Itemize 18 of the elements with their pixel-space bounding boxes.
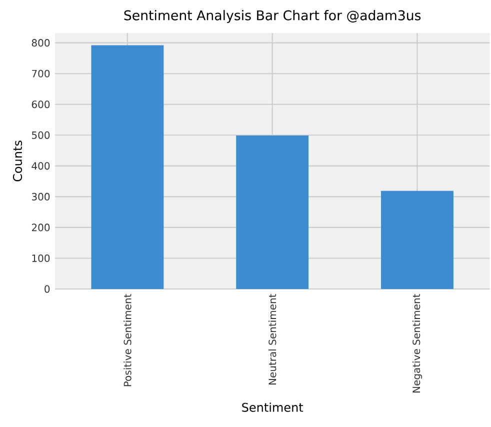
- x-tick-label: Positive Sentiment: [124, 294, 132, 386]
- x-tick-label: Neutral Sentiment: [268, 294, 276, 385]
- y-tick-label: 600: [32, 100, 50, 108]
- x-axis-title: Sentiment: [242, 402, 304, 412]
- y-axis-title: Counts: [12, 140, 22, 182]
- y-tick-label: 300: [32, 192, 50, 200]
- y-tick-label: 100: [32, 254, 50, 262]
- bar: [91, 45, 164, 289]
- x-tick-label: Negative Sentiment: [412, 294, 422, 392]
- bar: [236, 135, 309, 289]
- y-tick-label: 0: [44, 285, 50, 293]
- y-tick-label: 500: [32, 131, 50, 139]
- chart-title: Sentiment Analysis Bar Chart for @adam3us: [124, 10, 421, 23]
- bar: [381, 190, 454, 289]
- y-tick-label: 200: [32, 224, 50, 232]
- y-tick-label: 700: [32, 70, 50, 78]
- y-tick-label: 400: [32, 162, 50, 170]
- y-tick-label: 800: [32, 39, 50, 47]
